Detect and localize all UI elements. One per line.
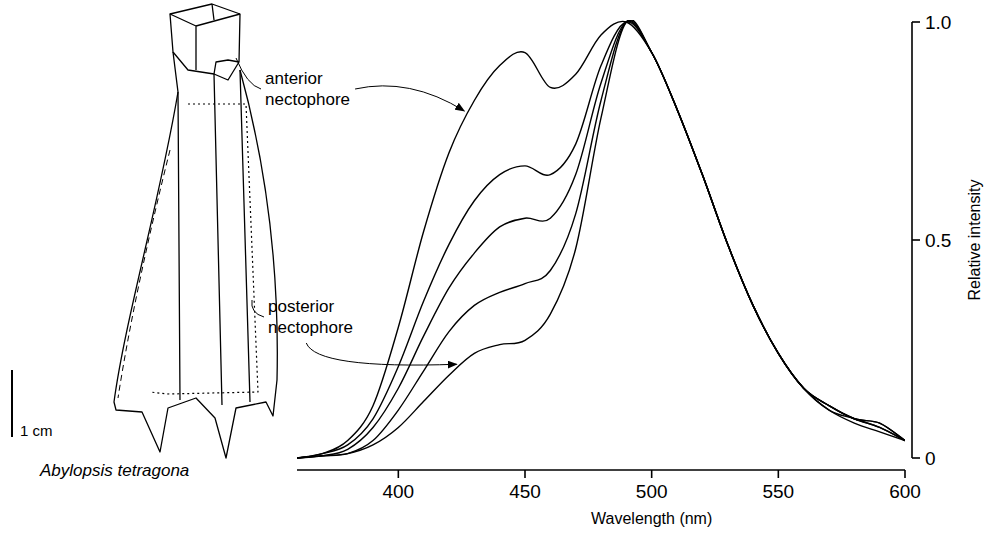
figure: 400 450 500 550 600 Wavelength (nm) 0 0.5 1.0 Rel… <box>0 0 1000 535</box>
illustration <box>114 4 277 458</box>
y-axis-title: Relative intensity <box>966 180 983 301</box>
annotation-line: nectophore <box>268 318 353 337</box>
leader-to-drawing <box>236 58 261 89</box>
posterior-nectophore-shape <box>114 52 277 458</box>
anterior-nectophore-lobe <box>214 60 239 74</box>
spectrum-line <box>297 21 905 458</box>
scale-bar-label: 1 cm <box>20 422 53 439</box>
posterior-nectophore-ridges <box>178 70 250 405</box>
x-tick-label: 500 <box>636 481 668 502</box>
x-tick-label: 600 <box>889 481 921 502</box>
y-tick-label: 1.0 <box>925 12 951 33</box>
curves <box>297 20 905 458</box>
x-tick-label: 450 <box>509 481 541 502</box>
hidden-edge <box>118 150 170 398</box>
x-tick <box>524 470 526 478</box>
annotation-arrow <box>306 343 456 365</box>
x-tick <box>904 470 906 478</box>
x-tick-label: 550 <box>762 481 794 502</box>
spectrum-line <box>297 22 905 458</box>
y-axis: 0 0.5 1.0 Relative intensity <box>912 12 983 469</box>
annotation-line: anterior <box>265 69 323 88</box>
spectrum-line <box>297 21 905 458</box>
annotation-line: posterior <box>268 297 334 316</box>
spectrum-line <box>297 20 905 458</box>
x-axis-line <box>297 469 905 471</box>
x-axis-title: Wavelength (nm) <box>591 510 712 527</box>
spectrum-line <box>297 20 905 458</box>
y-tick-label: 0 <box>925 448 936 469</box>
scale-bar <box>11 370 13 437</box>
x-tick <box>778 470 780 478</box>
annotation-arrow <box>355 86 464 111</box>
species-caption: Abylopsis tetragona <box>39 461 189 480</box>
x-axis: 400 450 500 550 600 Wavelength (nm) <box>297 470 921 527</box>
annotation-line: nectophore <box>265 90 350 109</box>
y-tick-label: 0.5 <box>925 230 951 251</box>
x-tick-label: 400 <box>382 481 414 502</box>
y-tick <box>912 239 920 241</box>
leader-to-drawing <box>252 300 264 317</box>
x-tick <box>398 470 400 478</box>
inner-cavity <box>150 104 258 394</box>
y-tick <box>912 21 920 23</box>
annotation-label: posterior nectophore <box>268 297 353 337</box>
annotations: anterior nectophore posterior nectophore <box>236 58 464 365</box>
y-tick <box>912 457 920 459</box>
annotation-label: anterior nectophore <box>265 69 350 109</box>
x-tick <box>651 470 653 478</box>
anterior-nectophore-shape <box>170 4 240 80</box>
